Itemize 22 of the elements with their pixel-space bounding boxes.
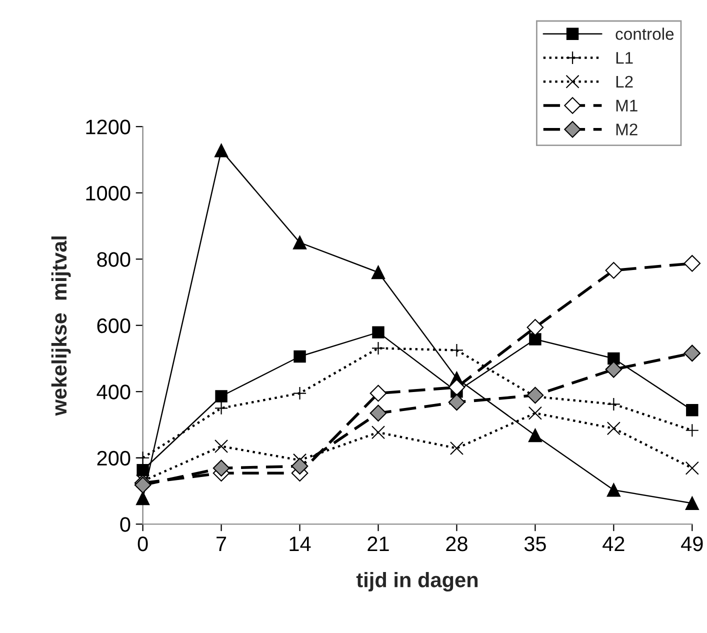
x-axis-title: tijd in dagen [356, 572, 478, 592]
x-tick-label: 42 [602, 536, 624, 552]
y-tick-label: 600 [97, 318, 130, 334]
x-tick-label: 0 [138, 536, 148, 552]
x-tick-label: 49 [681, 536, 703, 552]
y-tick-label: 1000 [86, 186, 130, 201]
y-tick-label: 400 [96, 384, 130, 400]
y-tick-label: 800 [97, 252, 130, 267]
legend-label: M2 [616, 124, 638, 136]
y-tick-label: 200 [97, 450, 130, 466]
y-tick-label: 0 [120, 517, 130, 532]
x-tick-label: 7 [216, 536, 226, 552]
y-axis-title: wekelijkse mijtval [51, 236, 71, 416]
x-tick-label: 14 [290, 536, 311, 552]
x-tick-label: 28 [446, 536, 468, 552]
y-tick-label: 1200 [86, 120, 130, 134]
legend-label: controle [616, 28, 674, 40]
x-tick-label: 21 [368, 536, 389, 552]
legend-label: M1 [616, 100, 638, 112]
legend-label: L1 [616, 52, 633, 64]
x-tick-label: 35 [524, 536, 546, 552]
legend-label: L2 [616, 76, 633, 88]
